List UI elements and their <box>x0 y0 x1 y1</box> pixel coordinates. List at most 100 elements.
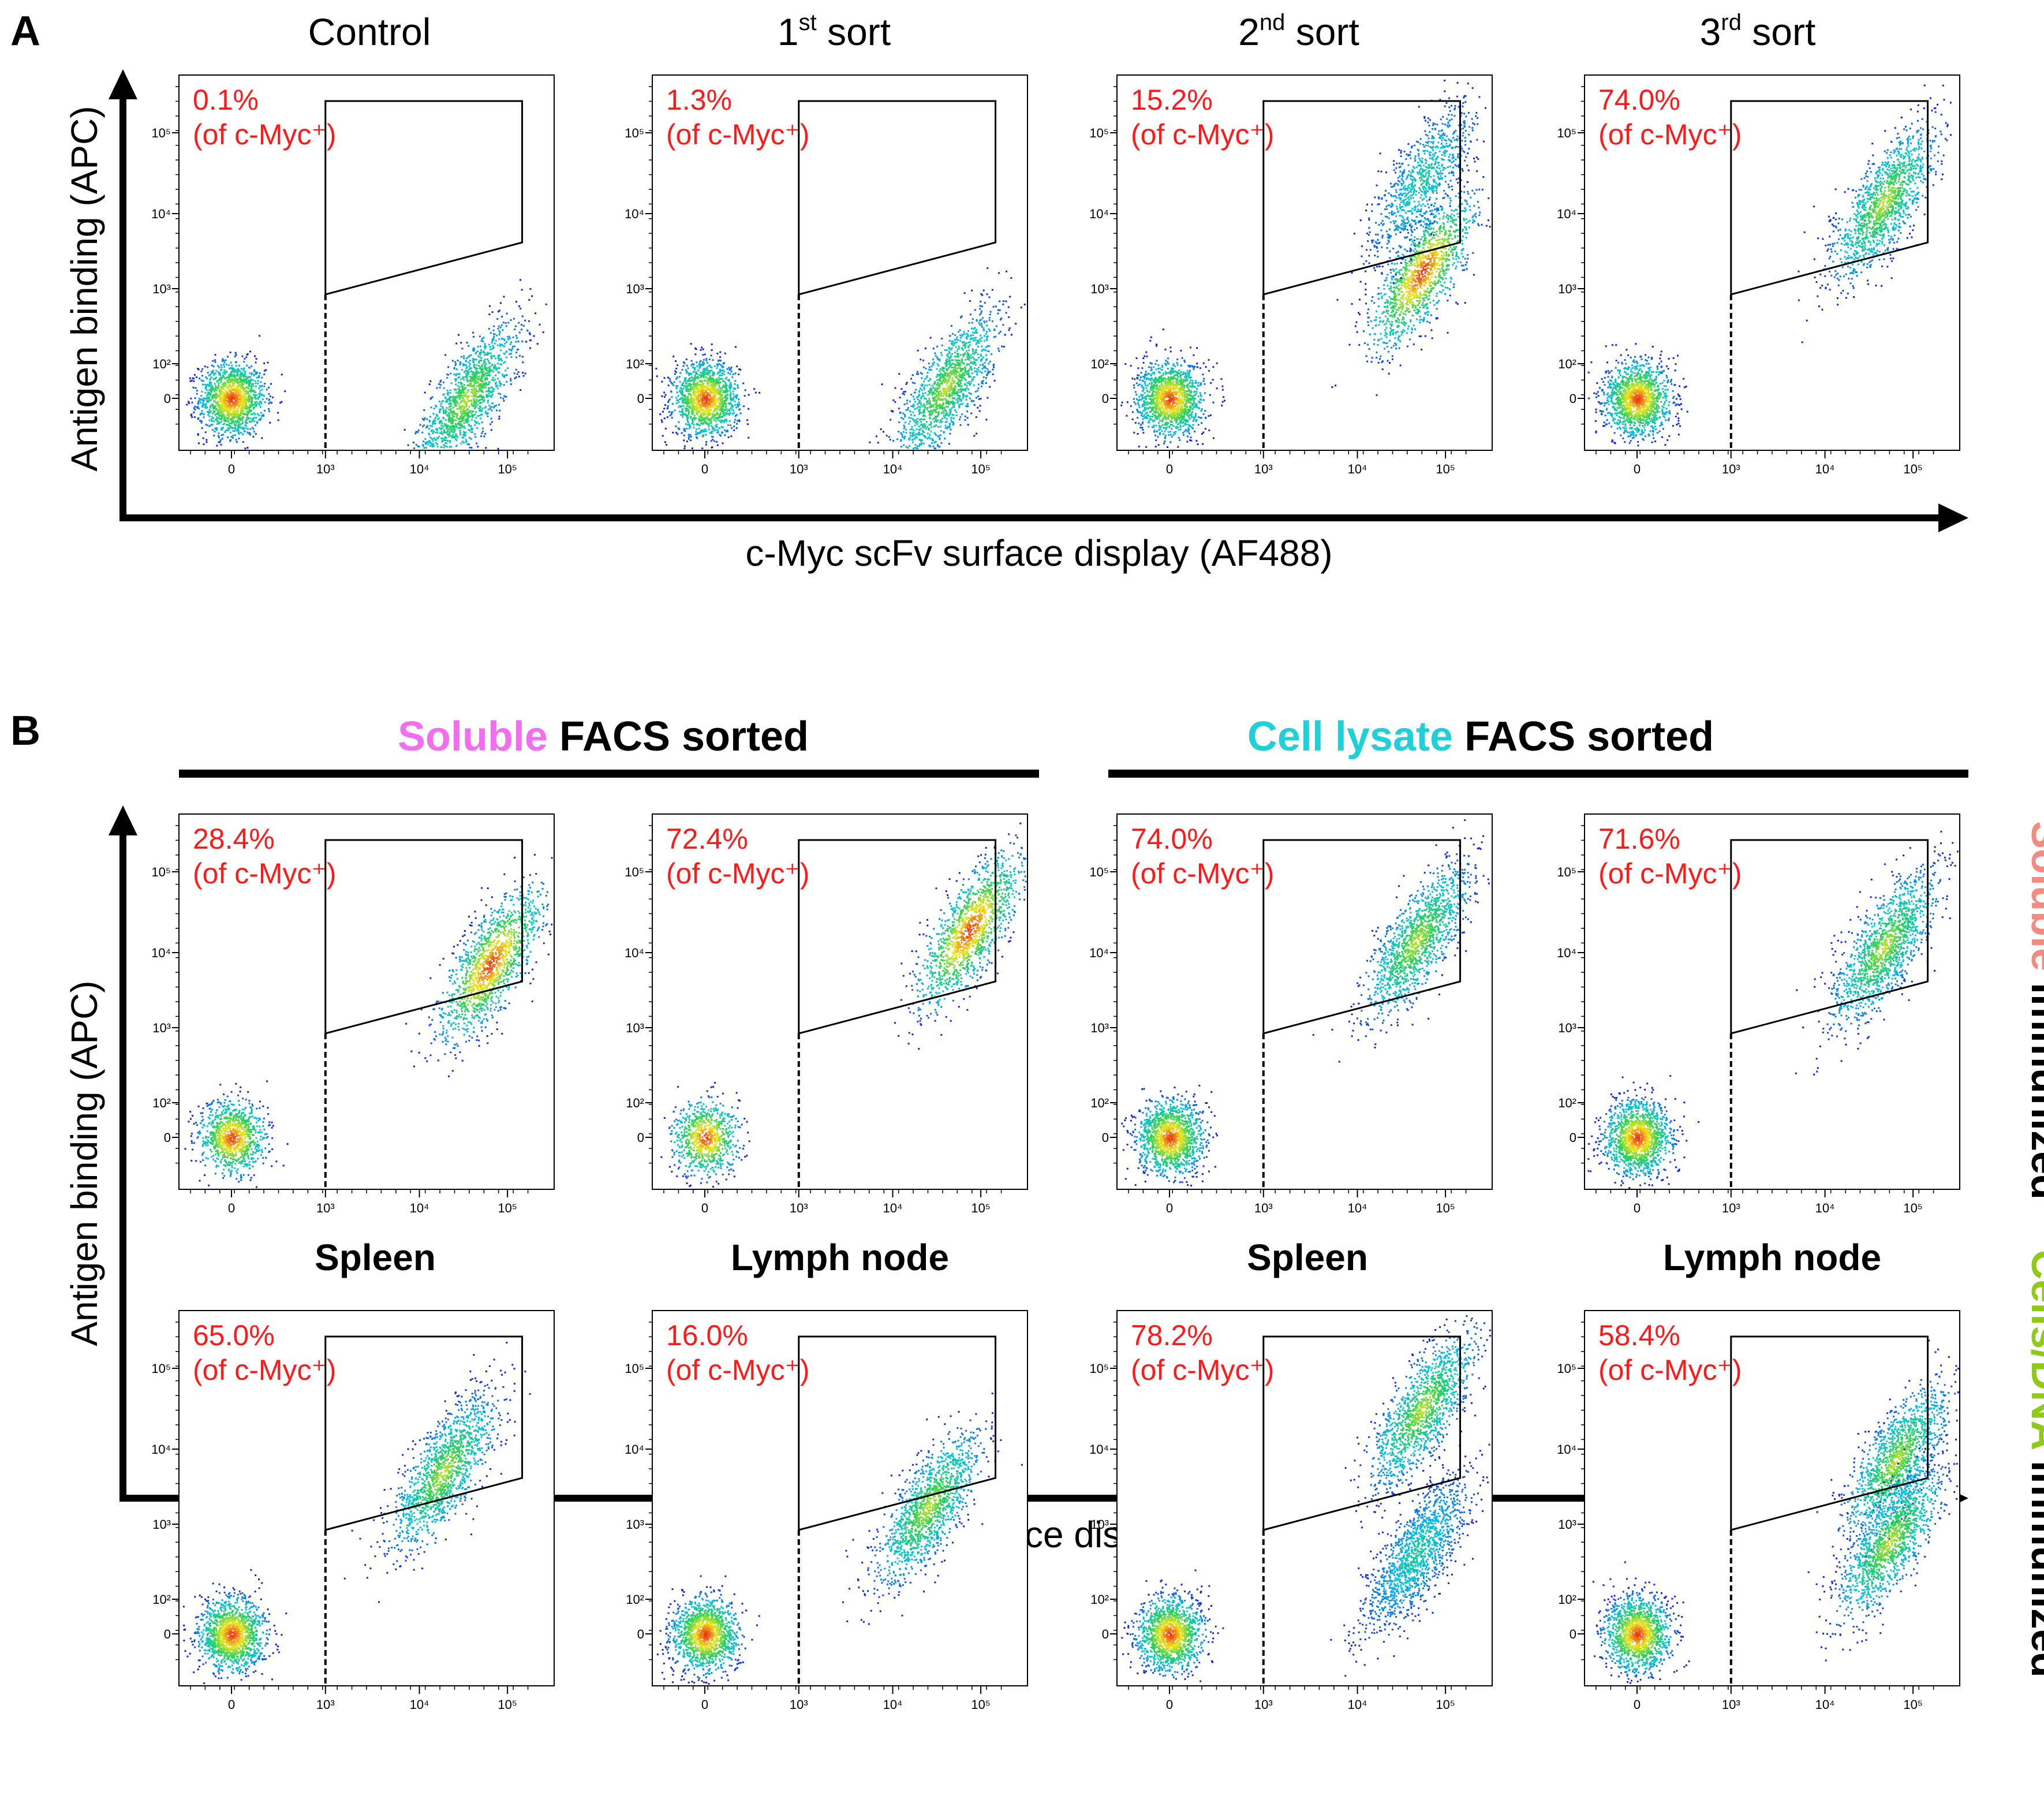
data-point <box>255 382 257 384</box>
data-point <box>197 418 199 420</box>
data-point <box>228 405 230 407</box>
panel-b-y-label: Antigen binding (APC) <box>63 980 105 1346</box>
data-point <box>238 407 240 409</box>
data-point <box>249 434 251 435</box>
data-point <box>234 427 236 428</box>
data-point <box>255 424 256 426</box>
data-point <box>218 383 220 385</box>
data-point <box>264 410 266 412</box>
data-point <box>211 382 212 384</box>
data-point <box>240 432 242 434</box>
data-point <box>256 377 258 379</box>
data-point <box>229 423 230 424</box>
data-point <box>196 390 198 391</box>
data-point <box>263 395 265 397</box>
data-point <box>242 420 244 421</box>
data-point <box>255 417 257 419</box>
data-point <box>248 376 249 378</box>
panel-a-title-sort3: 3rd sort <box>1700 10 1816 53</box>
data-point <box>204 365 206 367</box>
data-point <box>203 438 204 439</box>
data-point <box>212 417 214 419</box>
data-point <box>189 378 191 379</box>
data-point <box>203 380 204 382</box>
data-point <box>222 424 224 425</box>
data-point <box>216 413 218 415</box>
data-point <box>247 431 249 433</box>
plots-layer: 0.1%(of c-Myc⁺)0 10³ 10⁴ 10⁵010²10³10⁴10⁵1.… <box>151 75 1960 1712</box>
data-point <box>230 352 231 353</box>
data-point <box>248 391 249 393</box>
data-point <box>213 420 215 422</box>
data-point <box>249 376 251 378</box>
data-point <box>221 429 222 431</box>
data-point <box>256 373 257 375</box>
panel-a-title-control: Control <box>308 10 431 53</box>
data-point <box>210 388 212 390</box>
data-point <box>235 361 237 363</box>
data-point <box>249 432 251 434</box>
data-point <box>245 371 246 372</box>
data-point <box>223 366 225 368</box>
data-point <box>211 376 212 378</box>
data-point <box>205 431 207 433</box>
data-point <box>251 387 252 389</box>
data-point <box>231 371 233 373</box>
data-point <box>245 425 247 427</box>
data-point <box>209 411 211 413</box>
data-point <box>268 410 270 412</box>
data-point <box>256 404 257 405</box>
data-point <box>227 424 229 426</box>
data-point <box>220 381 222 383</box>
data-point <box>250 378 252 380</box>
data-point <box>225 390 227 391</box>
data-point <box>197 434 199 436</box>
data-point <box>235 420 237 422</box>
data-point <box>193 412 195 413</box>
data-point <box>195 406 196 408</box>
data-point <box>253 369 255 371</box>
data-point <box>253 436 255 438</box>
data-point <box>200 371 202 372</box>
data-point <box>246 387 248 389</box>
data-point <box>259 335 260 337</box>
data-point <box>207 372 209 374</box>
data-point <box>186 404 188 405</box>
data-point <box>216 428 218 430</box>
data-point <box>229 398 230 400</box>
data-point <box>220 369 222 371</box>
data-point <box>238 365 240 367</box>
data-point <box>259 394 261 396</box>
data-point <box>259 397 260 398</box>
data-point <box>233 389 235 390</box>
data-point <box>263 363 265 364</box>
data-point <box>194 374 196 376</box>
data-point <box>219 406 221 408</box>
data-point <box>268 393 270 395</box>
data-point <box>252 428 254 430</box>
row-label-lymph-1: Lymph node <box>731 1237 949 1278</box>
data-point <box>242 416 244 418</box>
data-point <box>270 401 271 403</box>
data-point <box>244 431 246 432</box>
panel-a-x-label: c-Myc scFv surface display (AF488) <box>745 532 1332 574</box>
data-point <box>255 405 257 407</box>
data-point <box>238 430 240 432</box>
data-point <box>244 358 245 360</box>
data-point <box>224 378 226 379</box>
data-point <box>235 390 237 392</box>
data-point <box>223 364 225 365</box>
data-point <box>211 416 213 417</box>
data-point <box>201 410 203 412</box>
data-point <box>270 395 271 397</box>
data-point <box>255 371 257 373</box>
data-point <box>278 419 279 421</box>
data-point <box>245 356 247 358</box>
data-point <box>258 376 260 378</box>
data-point <box>270 383 272 385</box>
data-point <box>245 408 247 410</box>
data-point <box>215 385 216 387</box>
data-point <box>214 383 216 385</box>
data-point <box>236 365 237 367</box>
group-header-soluble: Soluble FACS sorted <box>398 714 809 760</box>
